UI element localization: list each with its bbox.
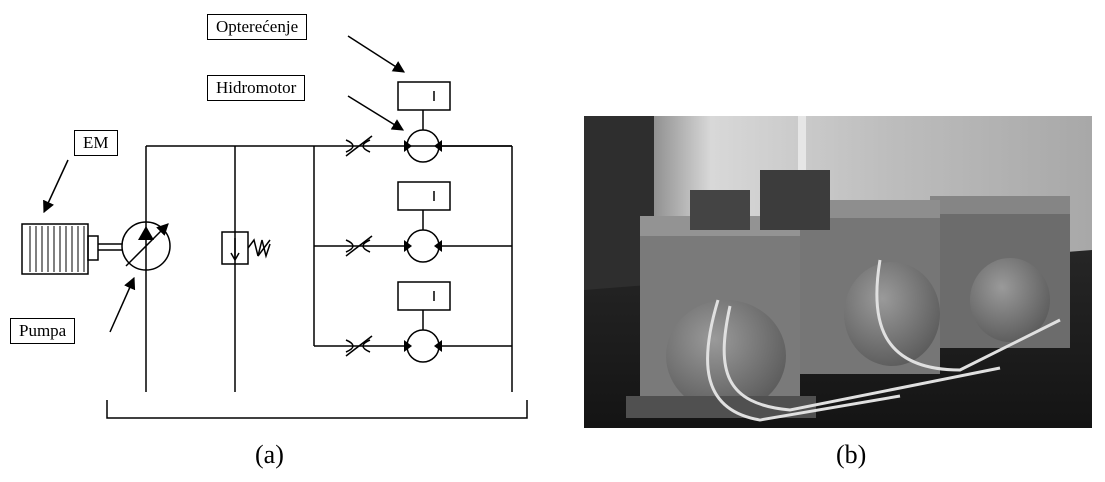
- throttle-valve-1: [345, 135, 373, 157]
- em-label: EM: [74, 130, 118, 156]
- load-box-1: [397, 81, 451, 111]
- caption-a: (a): [255, 440, 284, 469]
- throttle-valve-2: [345, 235, 373, 257]
- hydromotor-label: Hidromotor: [207, 75, 306, 101]
- throttle-valve-3: [345, 335, 373, 357]
- pump-symbol: [121, 221, 171, 271]
- tank: [106, 400, 528, 419]
- load-box-3: [397, 281, 451, 311]
- load-label: Opterećenje: [207, 14, 308, 40]
- caption-b: (b): [836, 440, 867, 469]
- relief-valve-spring: [247, 238, 271, 259]
- load-box-2: [397, 181, 451, 211]
- pump-label: Pumpa: [10, 318, 76, 344]
